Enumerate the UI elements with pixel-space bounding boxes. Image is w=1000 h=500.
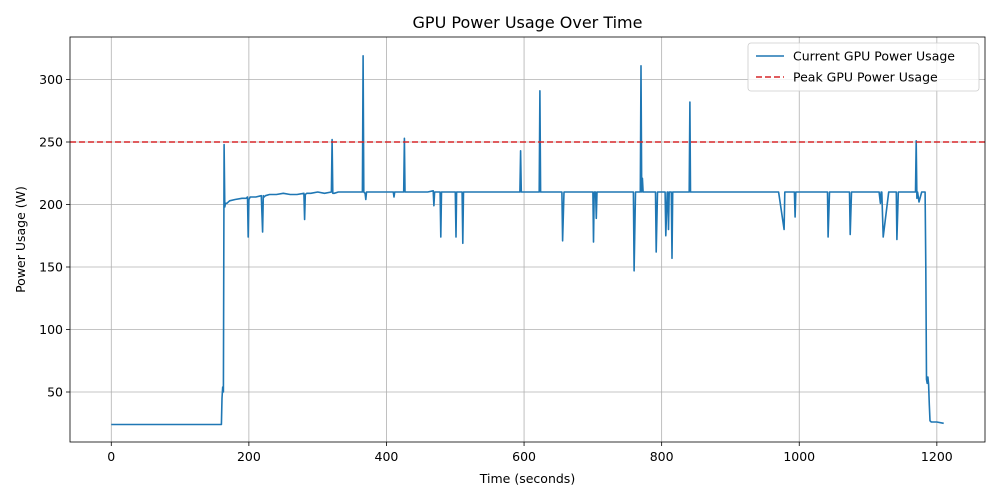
x-tick-label: 0 xyxy=(107,449,115,464)
legend-label-current: Current GPU Power Usage xyxy=(793,49,955,64)
grid xyxy=(70,37,985,442)
y-axis-label: Power Usage (W) xyxy=(13,186,28,293)
x-tick-label: 200 xyxy=(237,449,261,464)
chart-title: GPU Power Usage Over Time xyxy=(413,13,643,32)
y-tick-label: 100 xyxy=(39,322,63,337)
x-tick-label: 1200 xyxy=(921,449,953,464)
legend: Current GPU Power Usage Peak GPU Power U… xyxy=(747,42,980,92)
series-line-current-gpu-power xyxy=(111,54,944,426)
y-tick-label: 300 xyxy=(39,72,63,87)
legend-box xyxy=(747,42,980,92)
y-tick-label: 250 xyxy=(39,135,63,150)
legend-label-peak: Peak GPU Power Usage xyxy=(793,70,938,85)
x-tick-label: 1000 xyxy=(783,449,815,464)
x-axis-label: Time (seconds) xyxy=(479,471,575,486)
axes-frame xyxy=(69,36,986,443)
x-tick-label: 600 xyxy=(512,449,536,464)
y-tick-label: 150 xyxy=(39,260,63,275)
ticks: 0 200 400 600 800 1000 1200 50 100 150 200 250 300 xyxy=(39,72,953,464)
x-tick-label: 400 xyxy=(375,449,399,464)
y-tick-label: 50 xyxy=(47,385,63,400)
y-tick-label: 200 xyxy=(39,197,63,212)
x-tick-label: 800 xyxy=(650,449,674,464)
plot-area xyxy=(70,54,985,426)
